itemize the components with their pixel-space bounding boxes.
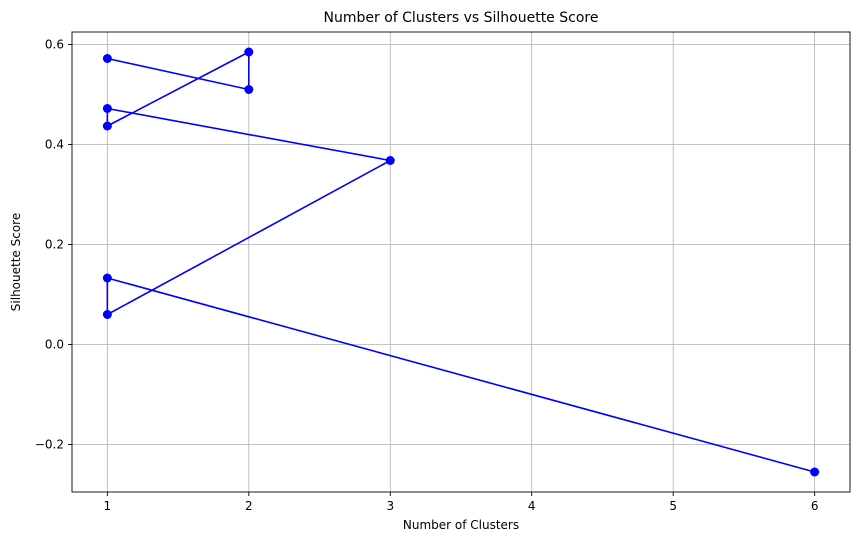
ticks-layer: 1 2 3 4 5 6 −0.2 0.0 0.2 0.4 0.6: [35, 38, 819, 514]
data-point: [102, 310, 112, 319]
axes-frame: [71, 31, 851, 493]
y-tick-label: 0.2: [45, 238, 64, 252]
x-tick-label: 2: [245, 499, 253, 513]
data-point: [102, 54, 112, 63]
x-axis-label: Number of Clusters: [403, 518, 519, 532]
y-tick-label: −0.2: [35, 438, 64, 452]
data-point: [244, 85, 254, 94]
plot-frame: [71, 31, 851, 493]
series-layer: [102, 47, 820, 477]
data-point: [102, 121, 112, 131]
grid-lines: [72, 32, 850, 492]
y-tick-label: 0.4: [45, 138, 64, 152]
x-tick-label: 6: [811, 499, 819, 513]
x-tick-label: 3: [386, 499, 394, 513]
x-tick-label: 1: [104, 499, 112, 513]
y-tick-label: 0.0: [45, 338, 64, 352]
x-tick-label: 4: [528, 499, 536, 513]
y-tick-label: 0.6: [45, 38, 64, 52]
y-axis-label: Silhouette Score: [9, 213, 23, 311]
data-point: [385, 156, 395, 165]
data-point: [244, 47, 254, 57]
data-point: [810, 467, 820, 477]
x-tick-label: 5: [669, 499, 677, 513]
data-point: [102, 273, 112, 283]
data-point: [102, 104, 112, 113]
chart-title: Number of Clusters vs Silhouette Score: [324, 10, 599, 26]
